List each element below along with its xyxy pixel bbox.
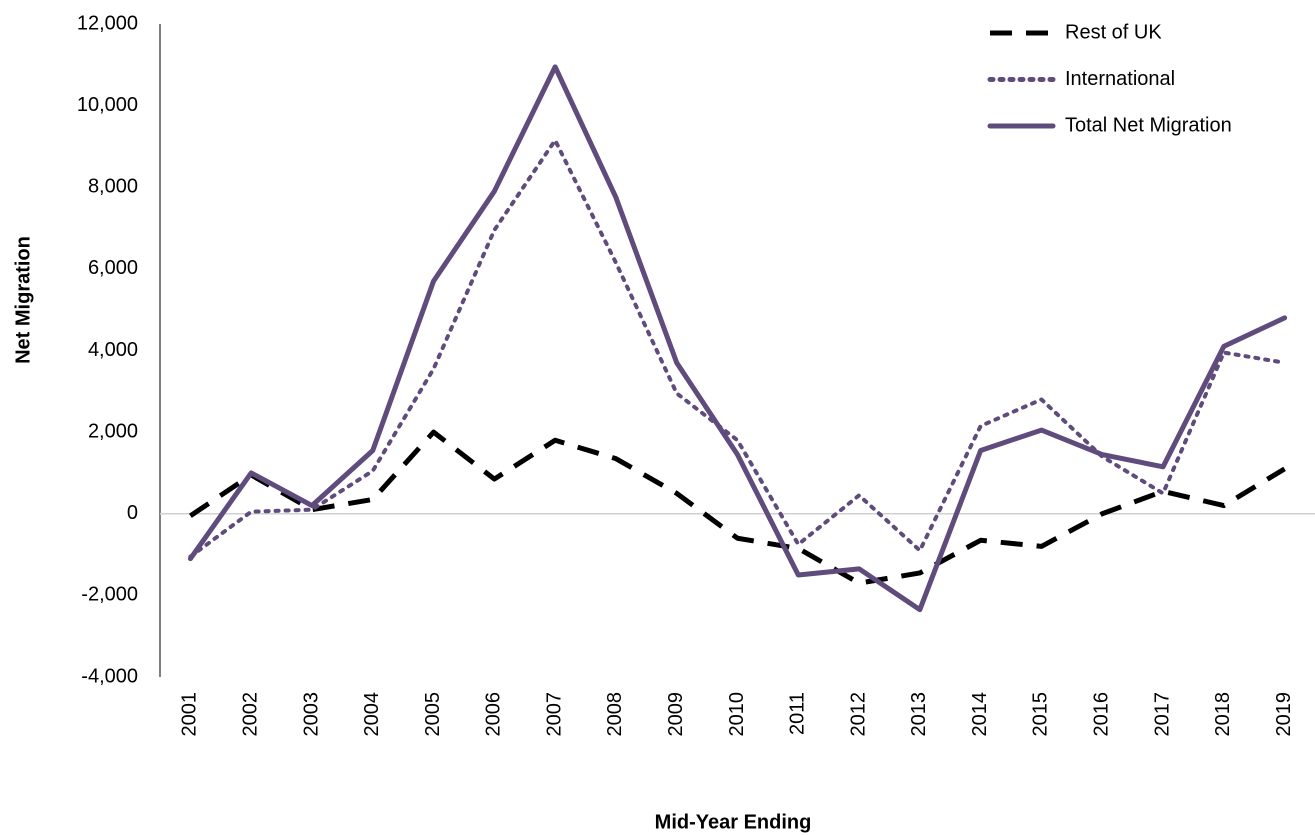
x-tick-label: 2014 [969, 692, 991, 737]
y-tick-label: 0 [127, 502, 138, 524]
x-tick-label: 2012 [847, 692, 869, 737]
x-tick-label: 2007 [543, 692, 565, 737]
legend-label: International [1065, 68, 1175, 90]
legend-label: Total Net Migration [1065, 114, 1232, 136]
x-tick-label: 2016 [1091, 692, 1113, 737]
x-tick-label: 2006 [483, 692, 505, 737]
x-tick-label: 2003 [300, 692, 322, 737]
x-tick-label: 2017 [1151, 692, 1173, 737]
y-tick-label: 2,000 [88, 420, 138, 442]
series-line [187, 64, 1288, 613]
y-tick-label: 4,000 [88, 339, 138, 361]
y-tick-label: 12,000 [77, 12, 138, 34]
y-tick-label: 6,000 [88, 257, 138, 279]
x-tick-label: 2001 [179, 692, 201, 737]
legend-label: Rest of UK [1065, 21, 1162, 43]
series-line [188, 138, 1287, 559]
x-tick-label: 2002 [239, 692, 261, 737]
x-tick-label: 2015 [1030, 692, 1052, 737]
y-tick-label: 8,000 [88, 176, 138, 198]
x-tick-label: 2004 [361, 692, 383, 737]
x-tick-label: 2019 [1273, 692, 1295, 737]
y-axis-label: Net Migration [12, 236, 34, 364]
x-tick-label: 2008 [604, 692, 626, 737]
x-tick-label: 2018 [1212, 692, 1234, 737]
y-tick-label: -4,000 [81, 665, 138, 687]
x-tick-label: 2013 [908, 692, 930, 737]
x-axis-label: Mid-Year Ending [655, 811, 812, 833]
x-tick-label: 2010 [726, 692, 748, 737]
series-line [189, 429, 1286, 586]
x-tick-label: 2009 [665, 692, 687, 737]
x-tick-label: 2011 [787, 692, 809, 735]
y-tick-label: -2,000 [81, 584, 138, 606]
x-tick-label: 2005 [422, 692, 444, 737]
y-tick-label: 10,000 [77, 94, 138, 116]
